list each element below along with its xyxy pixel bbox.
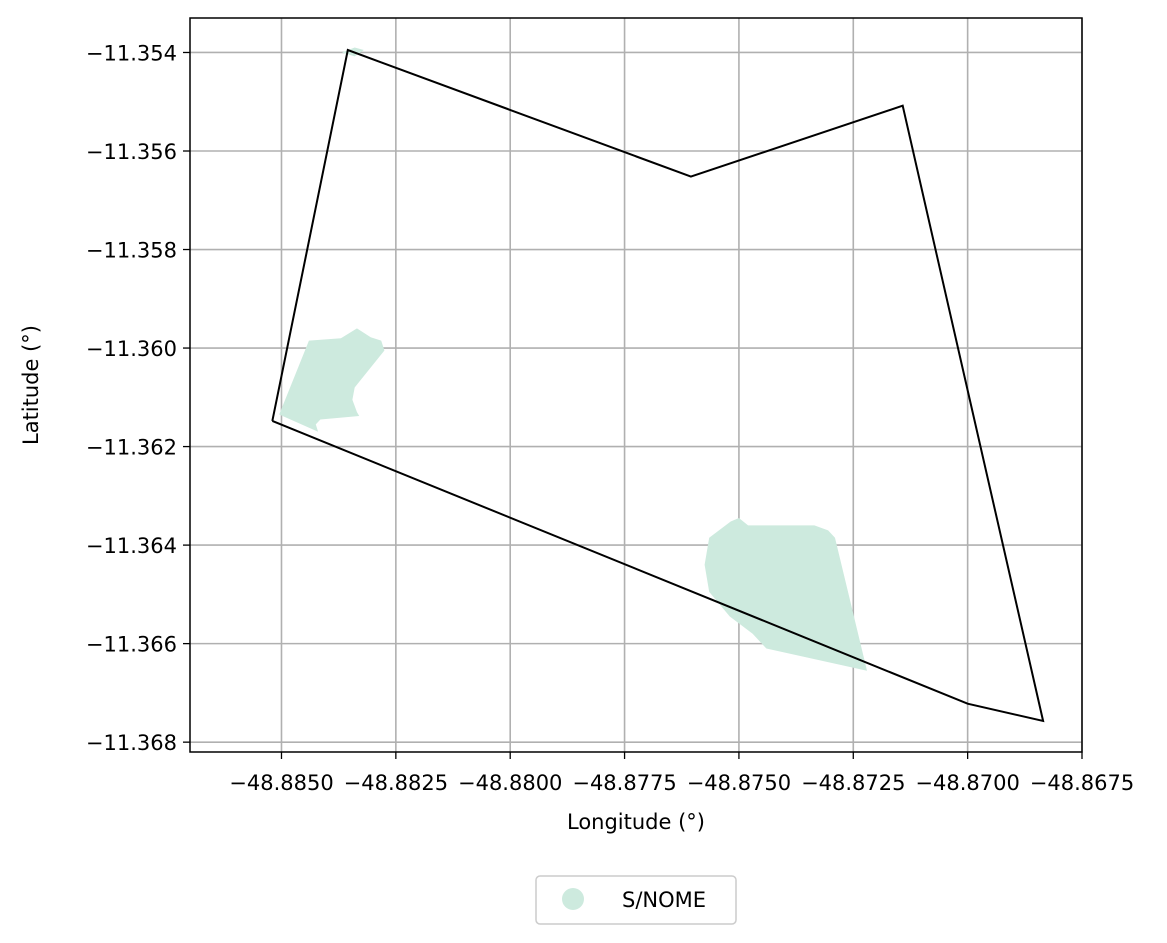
x-tick-label: −48.8750 <box>687 771 791 795</box>
plot-area <box>189 17 1083 753</box>
x-axis-label: Longitude (°) <box>567 810 705 834</box>
boundary-line <box>271 48 1045 723</box>
x-tick-label: −48.8800 <box>458 771 562 795</box>
y-tick-label: −11.358 <box>86 239 177 263</box>
x-tick-label: −48.8850 <box>229 771 333 795</box>
y-tick-label: −11.360 <box>86 337 177 361</box>
legend-marker-snome <box>562 888 584 910</box>
y-tick-label: −11.364 <box>86 534 177 558</box>
legend: S/NOME <box>535 875 737 925</box>
area-polygon-snome <box>704 518 868 671</box>
y-axis-ticks: −11.354 −11.356 −11.358 −11.360 −11.362 −11.3… <box>86 41 190 755</box>
horizontal-gridlines <box>190 51 1082 743</box>
legend-label-snome: S/NOME <box>622 888 706 912</box>
x-tick-label: −48.8775 <box>572 771 676 795</box>
x-tick-label: −48.8700 <box>915 771 1019 795</box>
plot-border <box>189 17 1083 753</box>
y-tick-label: −11.356 <box>86 140 177 164</box>
y-tick-label: −11.368 <box>86 731 177 755</box>
x-tick-label: −48.8725 <box>801 771 905 795</box>
property-boundary <box>271 48 1045 723</box>
x-tick-label: −48.8675 <box>1030 771 1134 795</box>
y-tick-label: −11.366 <box>86 633 177 657</box>
y-tick-label: −11.354 <box>86 41 177 65</box>
area-polygon-snome <box>279 328 385 432</box>
x-tick-label: −48.8825 <box>344 771 448 795</box>
y-axis-label: Latitude (°) <box>19 325 43 445</box>
y-tick-label: −11.362 <box>86 436 177 460</box>
legend-box <box>535 875 737 925</box>
x-axis-ticks: −48.8850 −48.8825 −48.8800 −48.8775 −48.8750… <box>229 752 1134 795</box>
